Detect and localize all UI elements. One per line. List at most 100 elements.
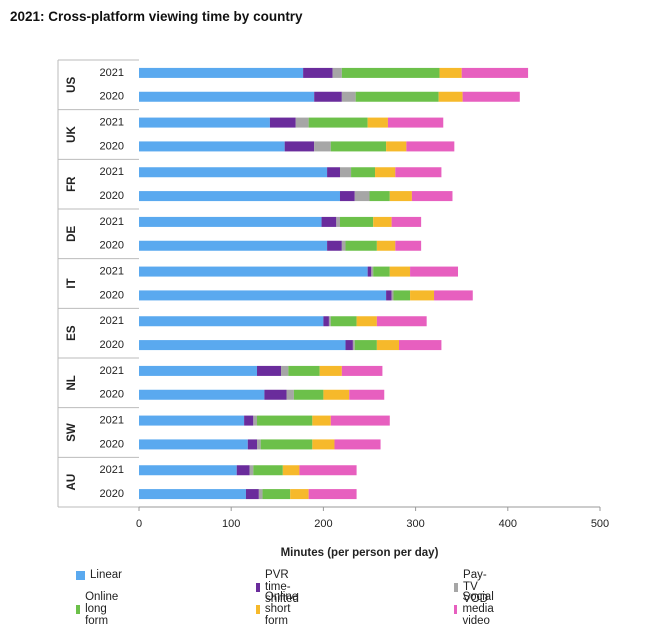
- legend-item: Online short form: [256, 591, 303, 627]
- bar-uk-2021-1: [269, 117, 296, 128]
- bar-sw-2020-1: [247, 439, 258, 450]
- country-label: DE: [66, 226, 78, 242]
- bar-us-2021-2: [332, 67, 342, 78]
- x-tick-label: 100: [222, 518, 240, 530]
- bar-nl-2021-1: [257, 365, 281, 376]
- bar-uk-2021-4: [367, 117, 388, 128]
- bar-au-2021-3: [253, 465, 283, 476]
- bar-it-2021-5: [410, 266, 459, 277]
- bar-nl-2020-5: [349, 389, 385, 400]
- bar-uk-2021-3: [308, 117, 368, 128]
- legend-item: Pay-TV VOD: [454, 569, 493, 605]
- bar-fr-2021-3: [351, 167, 376, 178]
- year-label: 2020: [100, 289, 124, 301]
- bar-es-2020-3: [354, 340, 377, 351]
- legend-label: Linear: [90, 569, 122, 581]
- year-label: 2021: [100, 365, 124, 377]
- legend-label: Online long form: [85, 591, 119, 627]
- bar-de-2020-4: [376, 240, 396, 251]
- x-tick-label: 400: [499, 518, 517, 530]
- country-label: SW: [66, 423, 78, 442]
- bar-nl-2020-4: [323, 389, 350, 400]
- bar-us-2021-5: [461, 67, 529, 78]
- bar-us-2021-3: [341, 67, 440, 78]
- bar-sw-2020-4: [312, 439, 335, 450]
- year-label: 2021: [100, 216, 124, 228]
- bar-au-2020-4: [290, 489, 309, 500]
- bar-es-2020-5: [399, 340, 442, 351]
- bar-es-2021-1: [323, 316, 329, 327]
- bar-de-2021-3: [339, 216, 374, 227]
- year-label: 2020: [100, 438, 124, 450]
- bar-de-2020-2: [341, 240, 346, 251]
- bar-fr-2021-2: [339, 167, 352, 178]
- bar-nl-2021-5: [341, 365, 383, 376]
- bar-sw-2021-5: [330, 415, 390, 426]
- bar-us-2020-2: [341, 91, 356, 102]
- year-label: 2020: [100, 140, 124, 152]
- bar-nl-2021-2: [280, 365, 289, 376]
- bar-uk-2021-5: [387, 117, 444, 128]
- bar-fr-2020-5: [411, 191, 453, 202]
- bar-uk-2020-5: [406, 141, 455, 152]
- bar-uk-2021-0: [139, 117, 270, 128]
- bar-de-2021-1: [321, 216, 337, 227]
- bar-us-2020-4: [438, 91, 463, 102]
- year-label: 2021: [100, 315, 124, 327]
- bar-it-2021-4: [389, 266, 411, 277]
- bar-es-2020-0: [139, 340, 346, 351]
- bar-us-2021-1: [303, 67, 333, 78]
- bar-sw-2021-0: [139, 415, 245, 426]
- legend-label: Pay-TV VOD: [463, 569, 488, 605]
- bar-sw-2021-1: [244, 415, 254, 426]
- bar-au-2021-0: [139, 465, 237, 476]
- bar-de-2020-5: [395, 240, 422, 251]
- bar-de-2021-4: [373, 216, 392, 227]
- year-label: 2020: [100, 240, 124, 252]
- legend-swatch: [76, 604, 81, 614]
- bar-fr-2020-1: [339, 191, 355, 202]
- bar-au-2020-3: [262, 489, 291, 500]
- bar-de-2021-2: [336, 216, 340, 227]
- bar-es-2020-1: [345, 340, 353, 351]
- legend-label: Online short form: [264, 591, 299, 627]
- bar-fr-2020-3: [369, 191, 390, 202]
- x-axis-title: Minutes (per person per day): [281, 547, 439, 559]
- bar-es-2021-5: [376, 316, 427, 327]
- legend-item: Linear: [76, 569, 122, 581]
- bar-us-2020-0: [139, 91, 315, 102]
- country-label: ES: [66, 325, 78, 341]
- legend-swatch: [454, 604, 458, 614]
- bar-it-2020-3: [393, 290, 411, 301]
- bar-sw-2020-0: [139, 439, 248, 450]
- bar-au-2020-5: [308, 489, 357, 500]
- bar-uk-2020-1: [284, 141, 315, 152]
- bar-es-2020-4: [376, 340, 400, 351]
- bar-uk-2020-3: [330, 141, 387, 152]
- bar-uk-2020-0: [139, 141, 285, 152]
- bar-sw-2020-2: [257, 439, 261, 450]
- country-label: NL: [66, 375, 78, 390]
- bar-it-2021-3: [373, 266, 390, 277]
- bar-us-2020-5: [462, 91, 520, 102]
- bar-sw-2020-3: [260, 439, 313, 450]
- country-label: FR: [66, 176, 78, 192]
- bar-fr-2020-0: [139, 191, 340, 202]
- year-label: 2021: [100, 414, 124, 426]
- bar-nl-2020-3: [293, 389, 324, 400]
- legend-label: Social media video: [462, 591, 494, 627]
- bar-nl-2020-1: [264, 389, 287, 400]
- bar-us-2021-0: [139, 67, 304, 78]
- bar-it-2020-0: [139, 290, 387, 301]
- year-label: 2021: [100, 116, 124, 128]
- year-label: 2020: [100, 190, 124, 202]
- bar-fr-2021-5: [395, 167, 442, 178]
- year-label: 2021: [100, 67, 124, 79]
- year-label: 2021: [100, 464, 124, 476]
- bar-it-2021-2: [371, 266, 374, 277]
- bar-nl-2020-2: [286, 389, 294, 400]
- bar-de-2021-0: [139, 216, 322, 227]
- bar-sw-2021-2: [253, 415, 258, 426]
- year-label: 2021: [100, 166, 124, 178]
- country-label: US: [66, 77, 78, 93]
